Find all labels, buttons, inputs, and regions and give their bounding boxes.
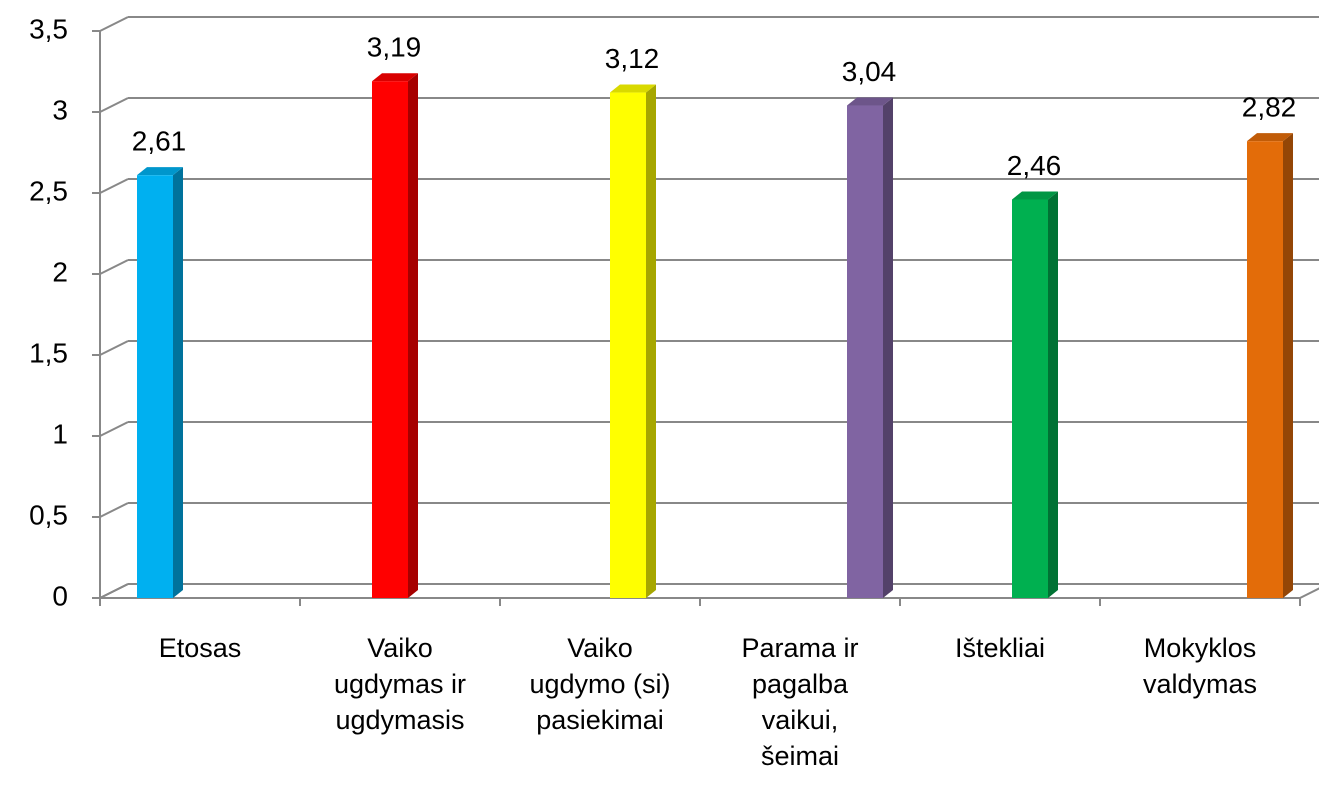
grid-line <box>99 583 129 599</box>
y-tick-label: 0,5 <box>29 499 68 530</box>
value-label: 2,46 <box>1007 150 1062 181</box>
x-tick-label: Ištekliai <box>954 633 1046 663</box>
grid-line <box>99 340 129 356</box>
x-tick-label: Mokyklos valdymas <box>1142 633 1258 699</box>
y-tick-label: 0 <box>52 580 68 611</box>
bar <box>372 81 408 599</box>
y-tick-label: 2 <box>52 256 68 287</box>
value-label: 2,61 <box>132 126 187 157</box>
grid-line <box>99 178 129 194</box>
grid-line <box>99 502 129 518</box>
bar-top <box>847 97 893 106</box>
y-tick-label: 1 <box>52 418 68 449</box>
y-tick-label: 3,5 <box>29 13 68 44</box>
bar-top <box>610 84 656 93</box>
bar-side <box>1283 133 1293 598</box>
x-tick-label: Parama ir pagalba vaikui, šeimai <box>741 633 859 771</box>
bar-top <box>137 167 183 176</box>
bar-top <box>1012 191 1058 200</box>
grid-line <box>99 97 129 113</box>
value-label: 3,12 <box>605 43 660 74</box>
bar-top <box>1247 133 1293 142</box>
y-tick-label: 1,5 <box>29 337 68 368</box>
x-tick-label: Vaiko ugdymo (si) pasiekimai <box>529 633 671 735</box>
value-label: 2,82 <box>1242 92 1297 123</box>
grid-line <box>99 259 129 275</box>
value-label: 3,04 <box>842 56 897 87</box>
bar-side <box>646 84 656 598</box>
bar-side <box>883 97 893 599</box>
x-tick-label: Vaiko ugdymas ir ugdymasis <box>333 633 467 735</box>
bar <box>1247 141 1283 598</box>
grid-line <box>99 16 129 32</box>
axis-line <box>1299 587 1319 599</box>
bar <box>847 105 883 599</box>
value-label: 3,19 <box>367 32 422 63</box>
x-tick-label: Etosas <box>158 633 242 663</box>
bar-side <box>1048 191 1058 599</box>
grid-line <box>99 421 129 437</box>
bar-side <box>173 167 183 598</box>
y-tick-label: 2,5 <box>29 175 68 206</box>
bar-top <box>372 73 418 82</box>
bar <box>1012 199 1048 599</box>
bar <box>610 92 646 598</box>
bar-side <box>408 73 418 599</box>
y-tick-label: 3 <box>52 94 68 125</box>
bar <box>137 175 173 598</box>
